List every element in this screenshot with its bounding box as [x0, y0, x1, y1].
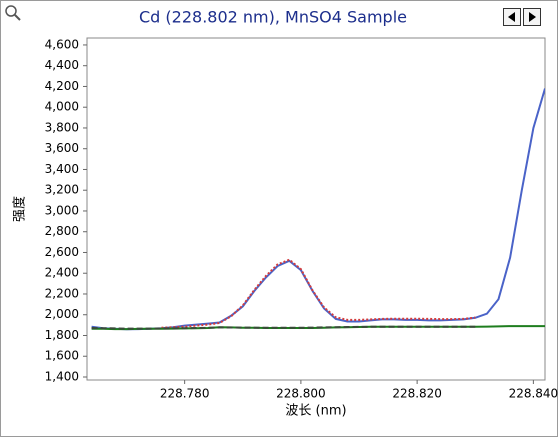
y-axis-label: 强度 — [12, 196, 28, 222]
y-tick-label: 1,400 — [45, 369, 79, 383]
y-tick-label: 2,000 — [45, 307, 79, 321]
prev-button[interactable] — [503, 8, 521, 26]
series-line — [161, 258, 476, 329]
y-tick-label: 2,800 — [45, 224, 79, 238]
y-tick-label: 4,400 — [45, 58, 79, 72]
y-tick-label: 1,600 — [45, 349, 79, 363]
y-tick-label: 3,000 — [45, 203, 79, 217]
y-tick-label: 3,200 — [45, 183, 79, 197]
y-tick-label: 3,400 — [45, 162, 79, 176]
y-tick-label: 2,400 — [45, 266, 79, 280]
y-tick-label: 1,800 — [45, 328, 79, 342]
x-axis-label: 波长 (nm) — [285, 404, 346, 419]
y-tick-label: 4,600 — [45, 37, 79, 51]
x-tick-label: 228.840 — [509, 387, 558, 401]
x-tick-label: 228.820 — [392, 387, 442, 401]
y-tick-label: 3,800 — [45, 120, 79, 134]
y-tick-label: 2,600 — [45, 245, 79, 259]
y-tick-label: 2,200 — [45, 286, 79, 300]
plot-lines — [91, 88, 545, 331]
y-tick-label: 4,000 — [45, 100, 79, 114]
plot-area — [86, 37, 546, 381]
x-tick-label: 228.800 — [276, 387, 326, 401]
next-button[interactable] — [523, 8, 541, 26]
y-tick-label: 3,600 — [45, 141, 79, 155]
chart-title: Cd (228.802 nm), MnSO4 Sample — [139, 8, 407, 27]
series-line — [91, 325, 476, 330]
x-tick-label: 228.780 — [160, 387, 210, 401]
zoom-icon[interactable] — [5, 5, 21, 21]
y-tick-label: 4,200 — [45, 79, 79, 93]
